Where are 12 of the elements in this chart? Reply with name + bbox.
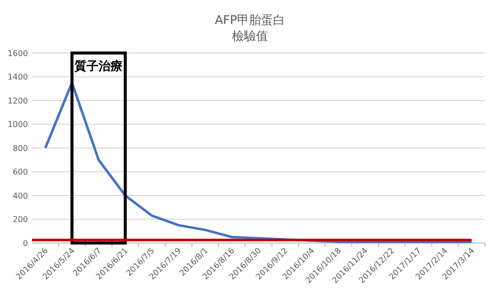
y-tick-label: 200 [12,215,28,224]
y-tick-label: 1200 [8,96,28,106]
y-tick-label: 1600 [8,48,28,58]
y-tick-label: 0 [22,238,28,248]
chart-title: AFP甲胎蛋白 [214,13,286,27]
y-tick-label: 1000 [8,120,28,130]
annotation: 質子治療 [74,59,123,73]
y-tick-label: 1400 [8,72,28,82]
y-tick-label: 800 [12,144,28,153]
y-tick-label: 400 [12,191,28,200]
chart-subtitle: 檢驗值 [232,29,268,43]
y-tick-label: 600 [12,168,28,177]
